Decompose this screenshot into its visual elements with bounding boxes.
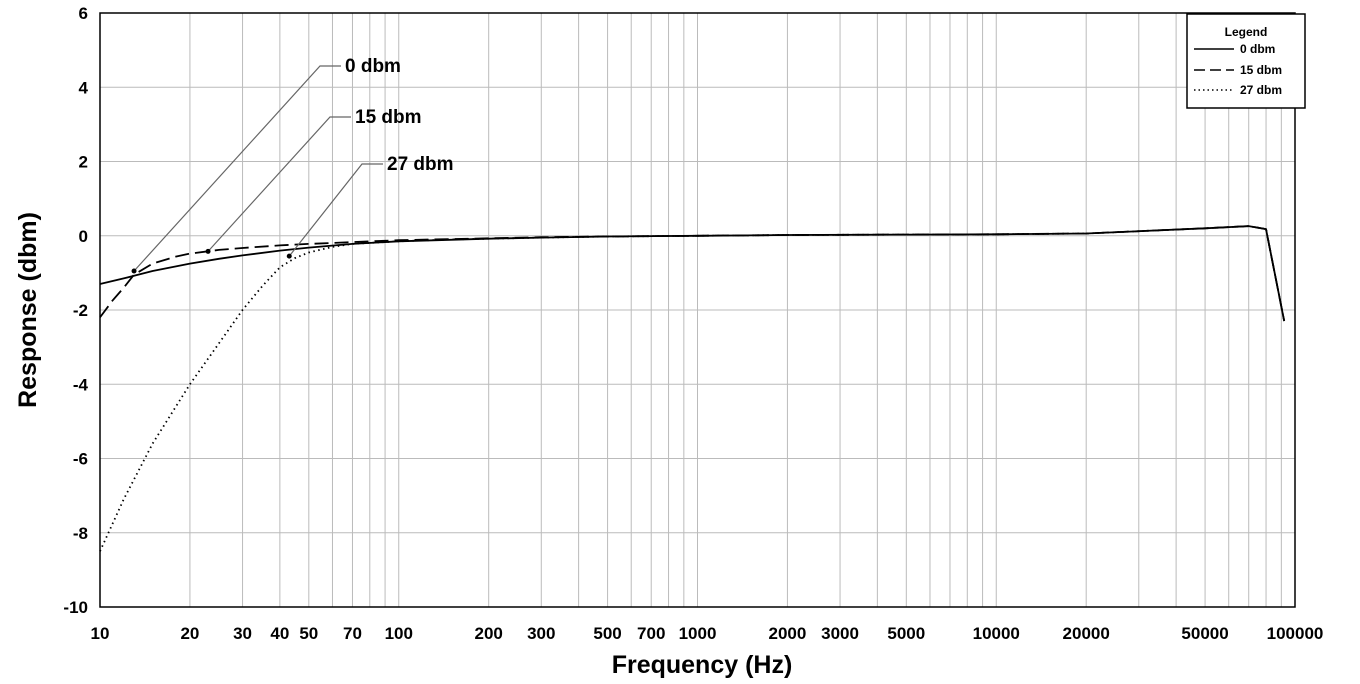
annotation-label-15-dbm: 15 dbm bbox=[355, 107, 422, 128]
x-axis-tick-labels: 10 20 30 40 50 70 100 200 300 500 700 1000 2000 3000 5… bbox=[91, 624, 1324, 643]
x-tick-label: 20000 bbox=[1063, 624, 1110, 643]
series-line-0-dbm bbox=[99, 225, 1286, 322]
x-tick-label: 500 bbox=[593, 624, 621, 643]
annotation-label-0-dbm: 0 dbm bbox=[345, 56, 401, 77]
grid-lines bbox=[100, 13, 1295, 607]
x-tick-label: 70 bbox=[343, 624, 362, 643]
x-tick-label: 3000 bbox=[821, 624, 859, 643]
x-tick-label: 10 bbox=[91, 624, 110, 643]
x-axis-title: Frequency (Hz) bbox=[612, 651, 793, 679]
annotation-arrowhead-0-dbm bbox=[131, 268, 137, 274]
x-tick-label: 50000 bbox=[1181, 624, 1228, 643]
series-annotations: 0 dbm 15 dbm 27 dbm bbox=[131, 56, 454, 274]
x-tick-label: 5000 bbox=[887, 624, 925, 643]
y-axis-title: Response (dbm) bbox=[14, 212, 42, 408]
x-tick-label: 700 bbox=[637, 624, 665, 643]
y-tick-label: -8 bbox=[73, 524, 88, 543]
x-tick-label: 30 bbox=[233, 624, 252, 643]
legend-label-15-dbm: 15 dbm bbox=[1240, 63, 1282, 77]
y-tick-label: 4 bbox=[79, 78, 89, 97]
plot-area-frame bbox=[99, 12, 1296, 608]
annotation-arrowhead-27-dbm bbox=[286, 253, 292, 259]
y-tick-label: -4 bbox=[73, 375, 89, 394]
x-tick-label: 2000 bbox=[769, 624, 807, 643]
y-tick-label: -6 bbox=[73, 450, 88, 469]
x-tick-label: 100 bbox=[385, 624, 413, 643]
x-tick-label: 10000 bbox=[973, 624, 1020, 643]
y-tick-label: -10 bbox=[63, 598, 88, 617]
y-tick-label: -2 bbox=[73, 301, 88, 320]
annotation-arrowhead-15-dbm bbox=[205, 248, 211, 254]
series-lines bbox=[99, 225, 1286, 552]
x-tick-label: 20 bbox=[180, 624, 199, 643]
legend-label-27-dbm: 27 dbm bbox=[1240, 83, 1282, 97]
x-tick-label: 200 bbox=[474, 624, 502, 643]
x-tick-label: 100000 bbox=[1267, 624, 1324, 643]
x-tick-label: 1000 bbox=[679, 624, 717, 643]
annotation-leader-15-dbm bbox=[207, 116, 351, 252]
y-axis-tick-labels: 6 4 2 0 -2 -4 -6 -8 -10 bbox=[63, 4, 88, 617]
y-tick-label: 6 bbox=[79, 4, 88, 23]
x-tick-label: 40 bbox=[270, 624, 289, 643]
y-tick-label: 0 bbox=[79, 227, 88, 246]
annotation-leader-0-dbm bbox=[133, 65, 341, 272]
series-line-15-dbm bbox=[99, 225, 1286, 322]
legend: Legend 0 dbm 15 dbm 27 dbm bbox=[1186, 13, 1306, 109]
annotation-leader-27-dbm bbox=[288, 163, 383, 257]
x-tick-label: 300 bbox=[527, 624, 555, 643]
series-line-27-dbm bbox=[99, 225, 1286, 552]
legend-box bbox=[1186, 13, 1306, 109]
legend-label-0-dbm: 0 dbm bbox=[1240, 42, 1275, 56]
annotation-label-27-dbm: 27 dbm bbox=[387, 154, 454, 175]
y-tick-label: 2 bbox=[79, 153, 88, 172]
legend-title: Legend bbox=[1225, 25, 1268, 39]
x-tick-label: 50 bbox=[299, 624, 318, 643]
